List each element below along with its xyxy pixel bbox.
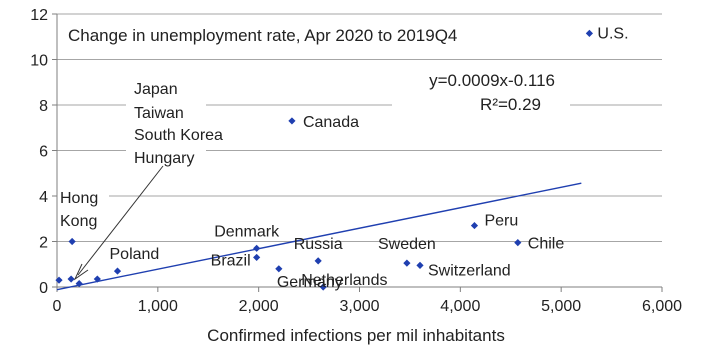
point-label-canada: Canada xyxy=(303,114,359,131)
data-point-chile xyxy=(514,239,522,247)
point-label-brazil: Brazil xyxy=(211,252,251,269)
point-label-u-s: U.S. xyxy=(597,25,628,42)
trendline-line xyxy=(56,182,582,291)
x-tick-label: 1,000 xyxy=(138,298,178,315)
annotation-arrow-line xyxy=(77,165,164,276)
point-label-peru: Peru xyxy=(484,213,518,230)
data-point-unlabeled xyxy=(55,276,63,284)
equation-label: y=0.0009x-0.116 xyxy=(429,71,555,90)
x-tick-label: 4,000 xyxy=(440,298,480,315)
point-label-germany: Germany xyxy=(277,274,343,291)
y-tick-label: 4 xyxy=(39,189,48,206)
x-tick-label: 5,000 xyxy=(541,298,581,315)
y-tick-label: 8 xyxy=(39,98,48,115)
data-point-russia xyxy=(314,257,322,265)
data-point-denmark xyxy=(253,244,261,252)
data-point-netherlands xyxy=(319,283,327,291)
point-label-poland: Poland xyxy=(110,246,160,263)
data-point-peru xyxy=(470,221,479,230)
title-box: Change in unemployment rate, Apr 2020 to… xyxy=(57,17,579,54)
cluster-label-taiwan: Taiwan xyxy=(134,105,184,122)
chart-title: Change in unemployment rate, Apr 2020 to… xyxy=(68,26,457,45)
data-point-germany xyxy=(275,265,283,273)
axes: 0 2 4 6 8 10 12 0 1,000 2,000 3,000 4,000 5,000 6,000 xyxy=(30,7,682,315)
data-point-switzerland xyxy=(416,261,424,269)
x-axis-title: Confirmed infections per mil inhabitants xyxy=(207,326,505,345)
r-squared-label: R²=0.29 xyxy=(480,95,541,114)
point-label-russia: Russia xyxy=(294,236,343,253)
point-labels: U.S. Canada Peru Chile Denmark Brazil Russia Sw… xyxy=(110,25,629,290)
label-hong: Hong xyxy=(60,190,98,207)
x-tick-label: 6,000 xyxy=(642,298,682,315)
annotation-arrowhead xyxy=(73,263,89,281)
y-tick-label: 2 xyxy=(39,235,48,252)
trendline-equation: y=0.0009x-0.116 R²=0.29 xyxy=(392,65,570,117)
point-label-sweden: Sweden xyxy=(378,236,436,253)
y-tick-label: 10 xyxy=(30,53,48,70)
point-label-chile: Chile xyxy=(528,236,565,253)
point-label-switzerland: Switzerland xyxy=(428,262,511,279)
label-kong: Kong xyxy=(60,213,97,230)
trendline xyxy=(56,182,582,291)
point-label-netherlands: Netherlands xyxy=(301,272,387,289)
data-point-brazil xyxy=(253,253,261,262)
cluster-label-south-korea: South Korea xyxy=(134,127,223,144)
data-point-unlabeled xyxy=(93,275,101,283)
annotations: Japan Taiwan South Korea Hungary Hong Ko… xyxy=(57,78,223,281)
x-tick-label: 3,000 xyxy=(339,298,379,315)
data-point-unlabeled xyxy=(67,275,75,283)
y-tick-label: 6 xyxy=(39,144,48,161)
data-point-poland xyxy=(113,267,122,275)
data-point-u-s xyxy=(585,29,593,37)
data-points xyxy=(55,29,593,291)
x-tick-label: 2,000 xyxy=(239,298,279,315)
y-tick-label: 0 xyxy=(39,280,48,297)
data-point-unlabeled xyxy=(75,279,83,288)
x-tick-label: 0 xyxy=(53,298,62,315)
data-point-hong-kong xyxy=(68,237,76,246)
data-point-canada xyxy=(288,117,296,125)
data-point-sweden xyxy=(403,259,411,267)
y-tick-label: 12 xyxy=(30,7,48,24)
point-label-denmark: Denmark xyxy=(214,223,280,240)
cluster-label-hungary: Hungary xyxy=(134,150,194,167)
cluster-label-japan: Japan xyxy=(134,81,178,98)
